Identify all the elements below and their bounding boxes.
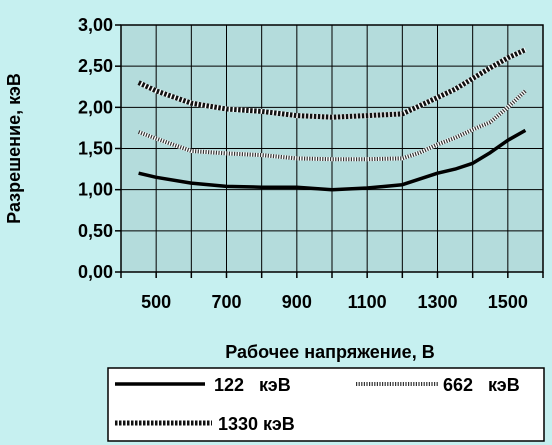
series-lines [137, 47, 527, 192]
x-tick-label: 700 [211, 292, 241, 312]
y-tick-label: 2,00 [78, 97, 113, 117]
y-tick-label: 2,50 [78, 56, 113, 76]
x-tick-label: 900 [282, 292, 312, 312]
legend-label-2: 662 кэВ [443, 375, 520, 395]
y-tick-label: 1,00 [78, 180, 113, 200]
x-tick-label: 1500 [488, 292, 528, 312]
grid-lines [115, 24, 544, 278]
y-tick-label: 0,00 [78, 262, 113, 282]
x-tick-label: 500 [141, 292, 171, 312]
legend-label-3: 1330 кэВ [218, 414, 295, 434]
legend-box [107, 367, 545, 442]
tick-labels: 0,00 0,50 1,00 1,50 2,00 2,50 3,00 500 700 900 110… [78, 15, 528, 312]
legend-label-1: 122 кэВ [214, 375, 291, 395]
x-tick-label: 1100 [348, 292, 387, 312]
y-axis-label: Разрешение, кэВ [4, 73, 24, 224]
x-axis-label: Рабочее напряжение, В [225, 342, 434, 362]
legend: 122 кэВ 662 кэВ 1330 кэВ [107, 367, 545, 442]
y-tick-label: 3,00 [78, 15, 113, 35]
y-tick-label: 1,50 [78, 139, 113, 159]
series-line-2 [137, 89, 527, 162]
x-tick-label: 1300 [417, 292, 457, 312]
series-line-3 [137, 47, 527, 120]
series-line-1 [138, 128, 527, 192]
y-tick-label: 0,50 [78, 221, 113, 241]
